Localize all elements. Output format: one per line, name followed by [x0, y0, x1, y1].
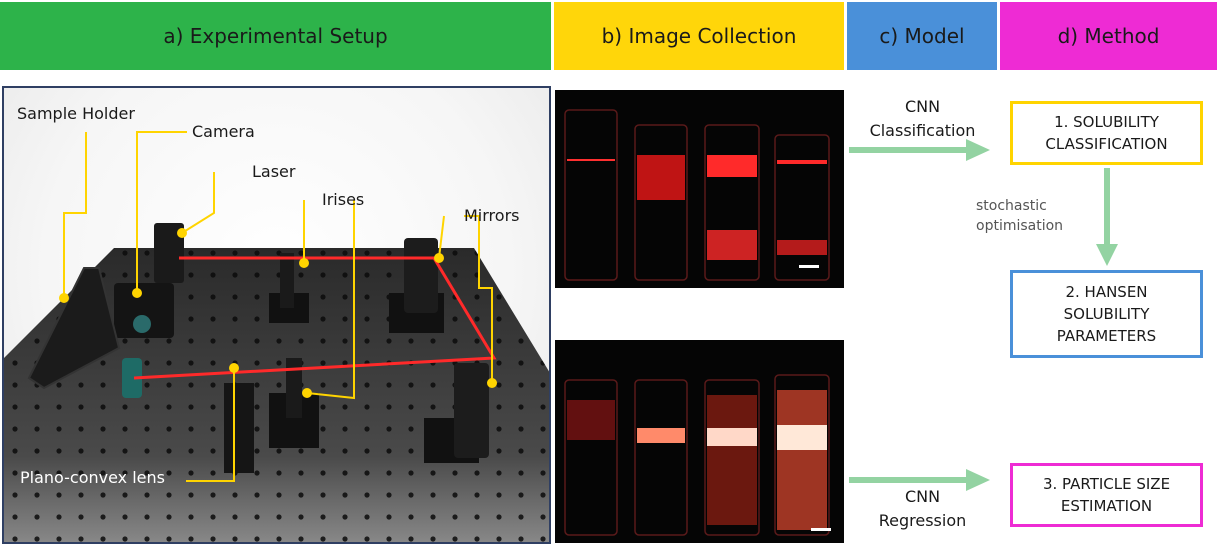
- laser-beam: [133, 256, 497, 380]
- iris-post: [280, 253, 294, 308]
- optical-setup-illustration: [4, 131, 549, 542]
- header-model: c) Model: [847, 2, 997, 70]
- label-camera: Camera: [192, 122, 255, 141]
- arrow-regression-icon: [849, 469, 990, 491]
- header-image-collection: b) Image Collection: [554, 2, 844, 70]
- particle-size-estimation-box: 3. PARTICLE SIZE ESTIMATION: [1010, 463, 1203, 527]
- stochastic-optimisation-label: stochastic optimisation: [976, 198, 1064, 234]
- header-method: d) Method: [1000, 2, 1217, 70]
- experimental-setup-panel: Sample Holder Camera Laser Irises Mirror…: [2, 86, 551, 544]
- mirror-mount: [404, 238, 438, 313]
- arrow-classification-icon: [849, 139, 990, 161]
- label-sample-holder: Sample Holder: [17, 104, 135, 123]
- laser: [154, 223, 184, 283]
- cnn-classification-label: CNN Classification: [869, 97, 976, 140]
- label-irises: Irises: [322, 190, 365, 209]
- label-laser: Laser: [252, 162, 296, 181]
- mirror-mount: [454, 363, 489, 458]
- vials-photo-regression: [555, 340, 844, 543]
- camera: [114, 283, 174, 338]
- iris-post: [286, 358, 302, 418]
- lens-mount: [224, 383, 254, 473]
- hansen-solubility-parameters-box: 2. HANSEN SOLUBILITY PARAMETERS: [1010, 270, 1203, 358]
- label-mirrors: Mirrors: [464, 206, 520, 225]
- header-experimental-setup: a) Experimental Setup: [0, 2, 551, 70]
- vials-photo-classification: [555, 90, 844, 288]
- sample-holder: [27, 267, 121, 390]
- solubility-classification-box: 1. SOLUBILITY CLASSIFICATION: [1010, 101, 1203, 165]
- label-plano-convex-lens: Plano-convex lens: [20, 468, 165, 487]
- arrow-optimisation-icon: [1096, 168, 1118, 266]
- cnn-regression-label: CNN Regression: [878, 487, 967, 530]
